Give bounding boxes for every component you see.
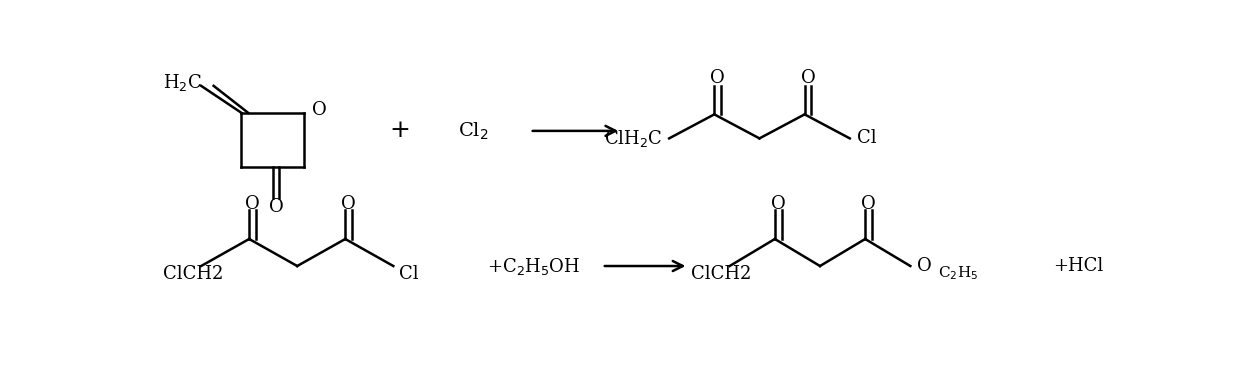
Text: O: O [711,69,725,87]
Text: Cl$_2$: Cl$_2$ [458,120,489,142]
Text: O: O [311,101,326,119]
Text: O: O [861,195,875,213]
Text: O: O [918,257,931,275]
Text: O: O [341,195,356,213]
Text: Cl: Cl [399,264,419,282]
Text: O: O [771,195,786,213]
Text: O: O [801,69,816,87]
Text: Cl: Cl [857,129,877,147]
Text: ClCH2: ClCH2 [162,264,223,282]
Text: +HCl: +HCl [1054,257,1104,275]
Text: O: O [246,195,260,213]
Text: H$_2$C: H$_2$C [162,72,202,93]
Text: +: + [389,119,410,142]
Text: +C$_2$H$_5$OH: +C$_2$H$_5$OH [486,255,580,277]
Text: ClCH2: ClCH2 [691,264,751,282]
Text: ClH$_2$C: ClH$_2$C [604,128,662,149]
Text: C$_2$H$_5$: C$_2$H$_5$ [939,265,978,282]
Text: O: O [269,199,284,216]
